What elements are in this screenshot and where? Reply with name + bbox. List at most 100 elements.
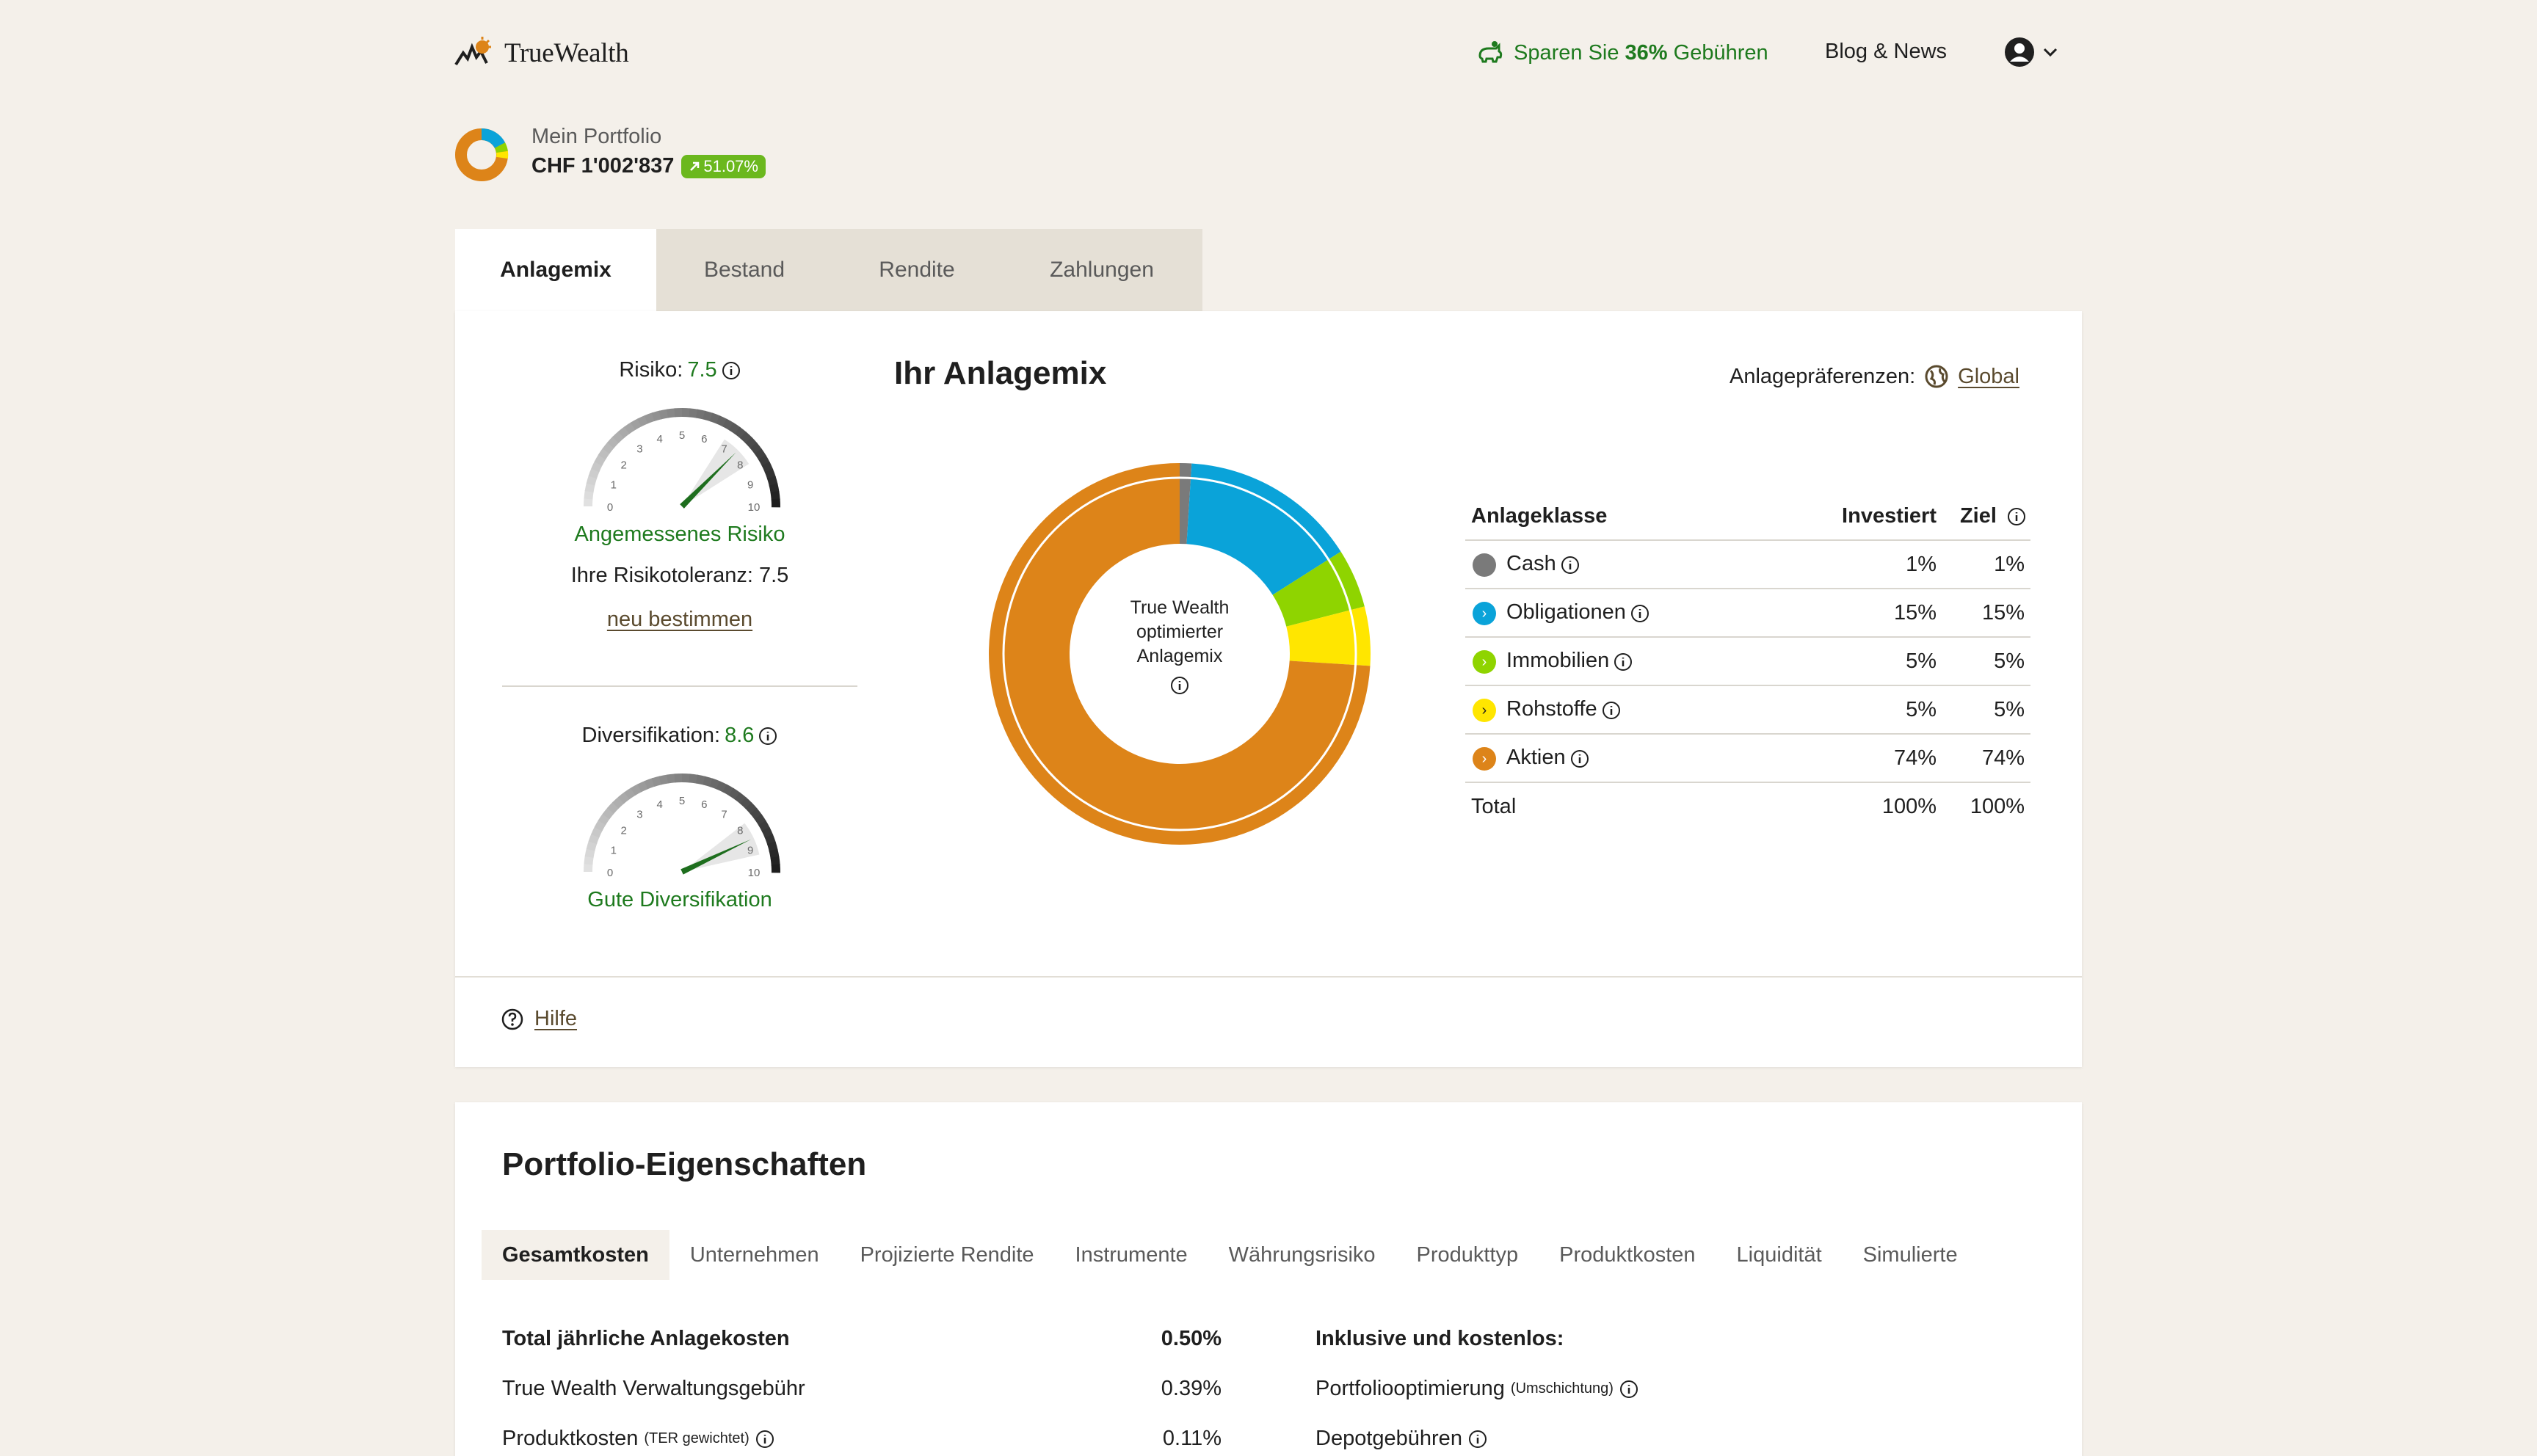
tab-zahlungen[interactable]: Zahlungen [1001,229,1202,311]
target-value: 5% [1937,685,2030,735]
piggy-bank-icon [1478,41,1503,63]
info-icon[interactable] [758,727,777,746]
invested-value: 5% [1826,637,1937,686]
info-icon[interactable] [1630,604,1649,623]
info-icon[interactable] [1468,1430,1487,1449]
target-value: 1% [1937,540,2030,589]
risk-gauge-tick-label: 9 [747,479,753,492]
help-link[interactable]: Hilfe [501,1007,577,1031]
invested-value: 74% [1826,734,1937,783]
diversification-value: 8.6 [725,724,755,747]
tabs-clip [2053,1218,2082,1292]
info-icon[interactable] [1619,1380,1638,1399]
info-icon[interactable] [722,361,741,380]
info-icon[interactable] [1170,676,1189,695]
help-label: Hilfe [534,1007,578,1030]
risk-tolerance: Ihre Risikotoleranz: 7.5 [570,564,789,587]
promo-prefix: Sparen Sie [1514,40,1625,65]
target-value: 74% [1937,734,2030,783]
risk-gauge-tick-label: 10 [748,501,761,514]
risk-gauge-tick-label: 4 [657,433,663,445]
tab-simulierte[interactable]: Simulierte [1862,1242,1958,1267]
diversification-gauge-tick-label: 9 [747,845,753,857]
diversification-gauge-tick-label: 6 [701,798,707,811]
risk-gauge-tick-label: 6 [701,433,707,445]
product-costs-note: (TER gewichtet) [644,1430,750,1446]
portfolio-label: Mein Portfolio [531,125,662,148]
donut-center-line3: Anlagemix [1136,646,1223,666]
help-divider [455,976,2082,978]
risk-redefine-link[interactable]: neu bestimmen [606,608,753,631]
portfolio-value: CHF 1'002'837 [531,154,675,178]
donut-slice-immobilien[interactable] [1272,551,1365,627]
info-icon[interactable] [1614,652,1633,671]
donut-target-ring [1002,476,1357,831]
risk-gauge-tick-label: 0 [607,501,613,514]
tab-liquiditaet[interactable]: Liquidität [1736,1242,1822,1267]
info-icon[interactable] [1561,556,1580,575]
product-costs-row: Produktkosten (TER gewichtet) [502,1427,774,1451]
tab-anlagemix[interactable]: Anlagemix [455,229,656,311]
asset-cell: Cash [1465,540,1826,589]
realestate-dot: › [1473,649,1496,674]
info-icon[interactable] [2007,507,2026,526]
tab-waehrungsrisiko[interactable]: Währungsrisiko [1228,1242,1376,1267]
donut-slice-obligationen[interactable] [1186,463,1341,595]
promo-link[interactable]: Sparen Sie 36% Gebühren [1477,40,1768,66]
prefs-global-link[interactable]: Global [1958,364,2019,388]
tab-bestand[interactable]: Bestand [656,229,832,311]
portfolio-value-row: CHF 1'002'837 51.07% [531,154,766,178]
info-icon[interactable] [755,1430,774,1449]
asset-name: Rohstoffe [1506,697,1597,721]
risk-gauge-tick-label: 7 [721,443,727,456]
info-icon[interactable] [1570,749,1589,768]
donut-slice-cash[interactable] [1180,463,1192,545]
header-asset-class: Anlageklasse [1465,493,1826,541]
tab-rendite[interactable]: Rendite [832,229,1001,311]
included-optimization: Portfoliooptimierung (Umschichtung) [1315,1377,1638,1401]
tab-instrumente[interactable]: Instrumente [1075,1242,1188,1267]
diversification-gauge-needle [680,839,752,875]
included-optimization-label: Portfoliooptimierung [1315,1377,1505,1400]
asset-cell: › Rohstoffe [1465,685,1826,735]
header-invested: Investiert [1826,493,1937,541]
gauge-divider [502,685,857,687]
tab-gesamtkosten[interactable]: Gesamtkosten [482,1230,669,1280]
table-row[interactable]: Cash 1% 1% [1465,540,2030,589]
header-target: Ziel [1937,493,2030,541]
tab-unternehmen[interactable]: Unternehmen [689,1242,819,1267]
risk-label: Angemessenes Risiko [574,523,785,546]
tab-produkttyp[interactable]: Produkttyp [1416,1242,1519,1267]
portfolio-properties-card [455,1102,2082,1456]
info-icon[interactable] [1602,701,1621,720]
logo[interactable]: TrueWealth [453,32,629,73]
table-row[interactable]: › Obligationen 15% 15% [1465,589,2030,638]
account-menu[interactable] [2004,37,2058,68]
tab-projizierte-rendite[interactable]: Projizierte Rendite [860,1242,1034,1267]
blog-news-link[interactable]: Blog & News [1825,40,1948,63]
asset-name: Cash [1506,552,1556,576]
risk-redefine-link-wrap: neu bestimmen [502,608,857,632]
table-row[interactable]: › Immobilien 5% 5% [1465,637,2030,686]
properties-title: Portfolio-Eigenschaften [502,1146,867,1182]
included-optimization-note: (Umschichtung) [1510,1380,1614,1397]
product-costs-label: Produktkosten [502,1427,639,1450]
diversification-title-label: Diversifikation: [581,724,721,747]
donut-slice-aktien[interactable] [989,463,1371,845]
chevron-right-icon: › [1481,605,1487,622]
chevron-right-icon: › [1481,702,1487,718]
asset-cell: › Immobilien [1465,637,1826,686]
table-row[interactable]: › Rohstoffe 5% 5% [1465,685,2030,735]
mix-title: Ihr Anlagemix [894,355,1107,391]
table-row[interactable]: › Aktien 74% 74% [1465,734,2030,783]
management-fee-value: 0.39% [1161,1377,1222,1400]
risk-gauge-tick-label: 8 [737,459,743,471]
tab-produktkosten[interactable]: Produktkosten [1559,1242,1696,1267]
included-custody: Depotgebühren [1315,1427,1487,1451]
donut-slice-rohstoffe[interactable] [1286,606,1371,666]
diversification-gauge-tick-label: 8 [737,824,743,837]
risk-title: Risiko: 7.5 [502,358,857,382]
diversification-gauge-tick-label: 5 [679,795,685,807]
target-value: 5% [1937,637,2030,686]
risk-value: 7.5 [687,358,717,382]
